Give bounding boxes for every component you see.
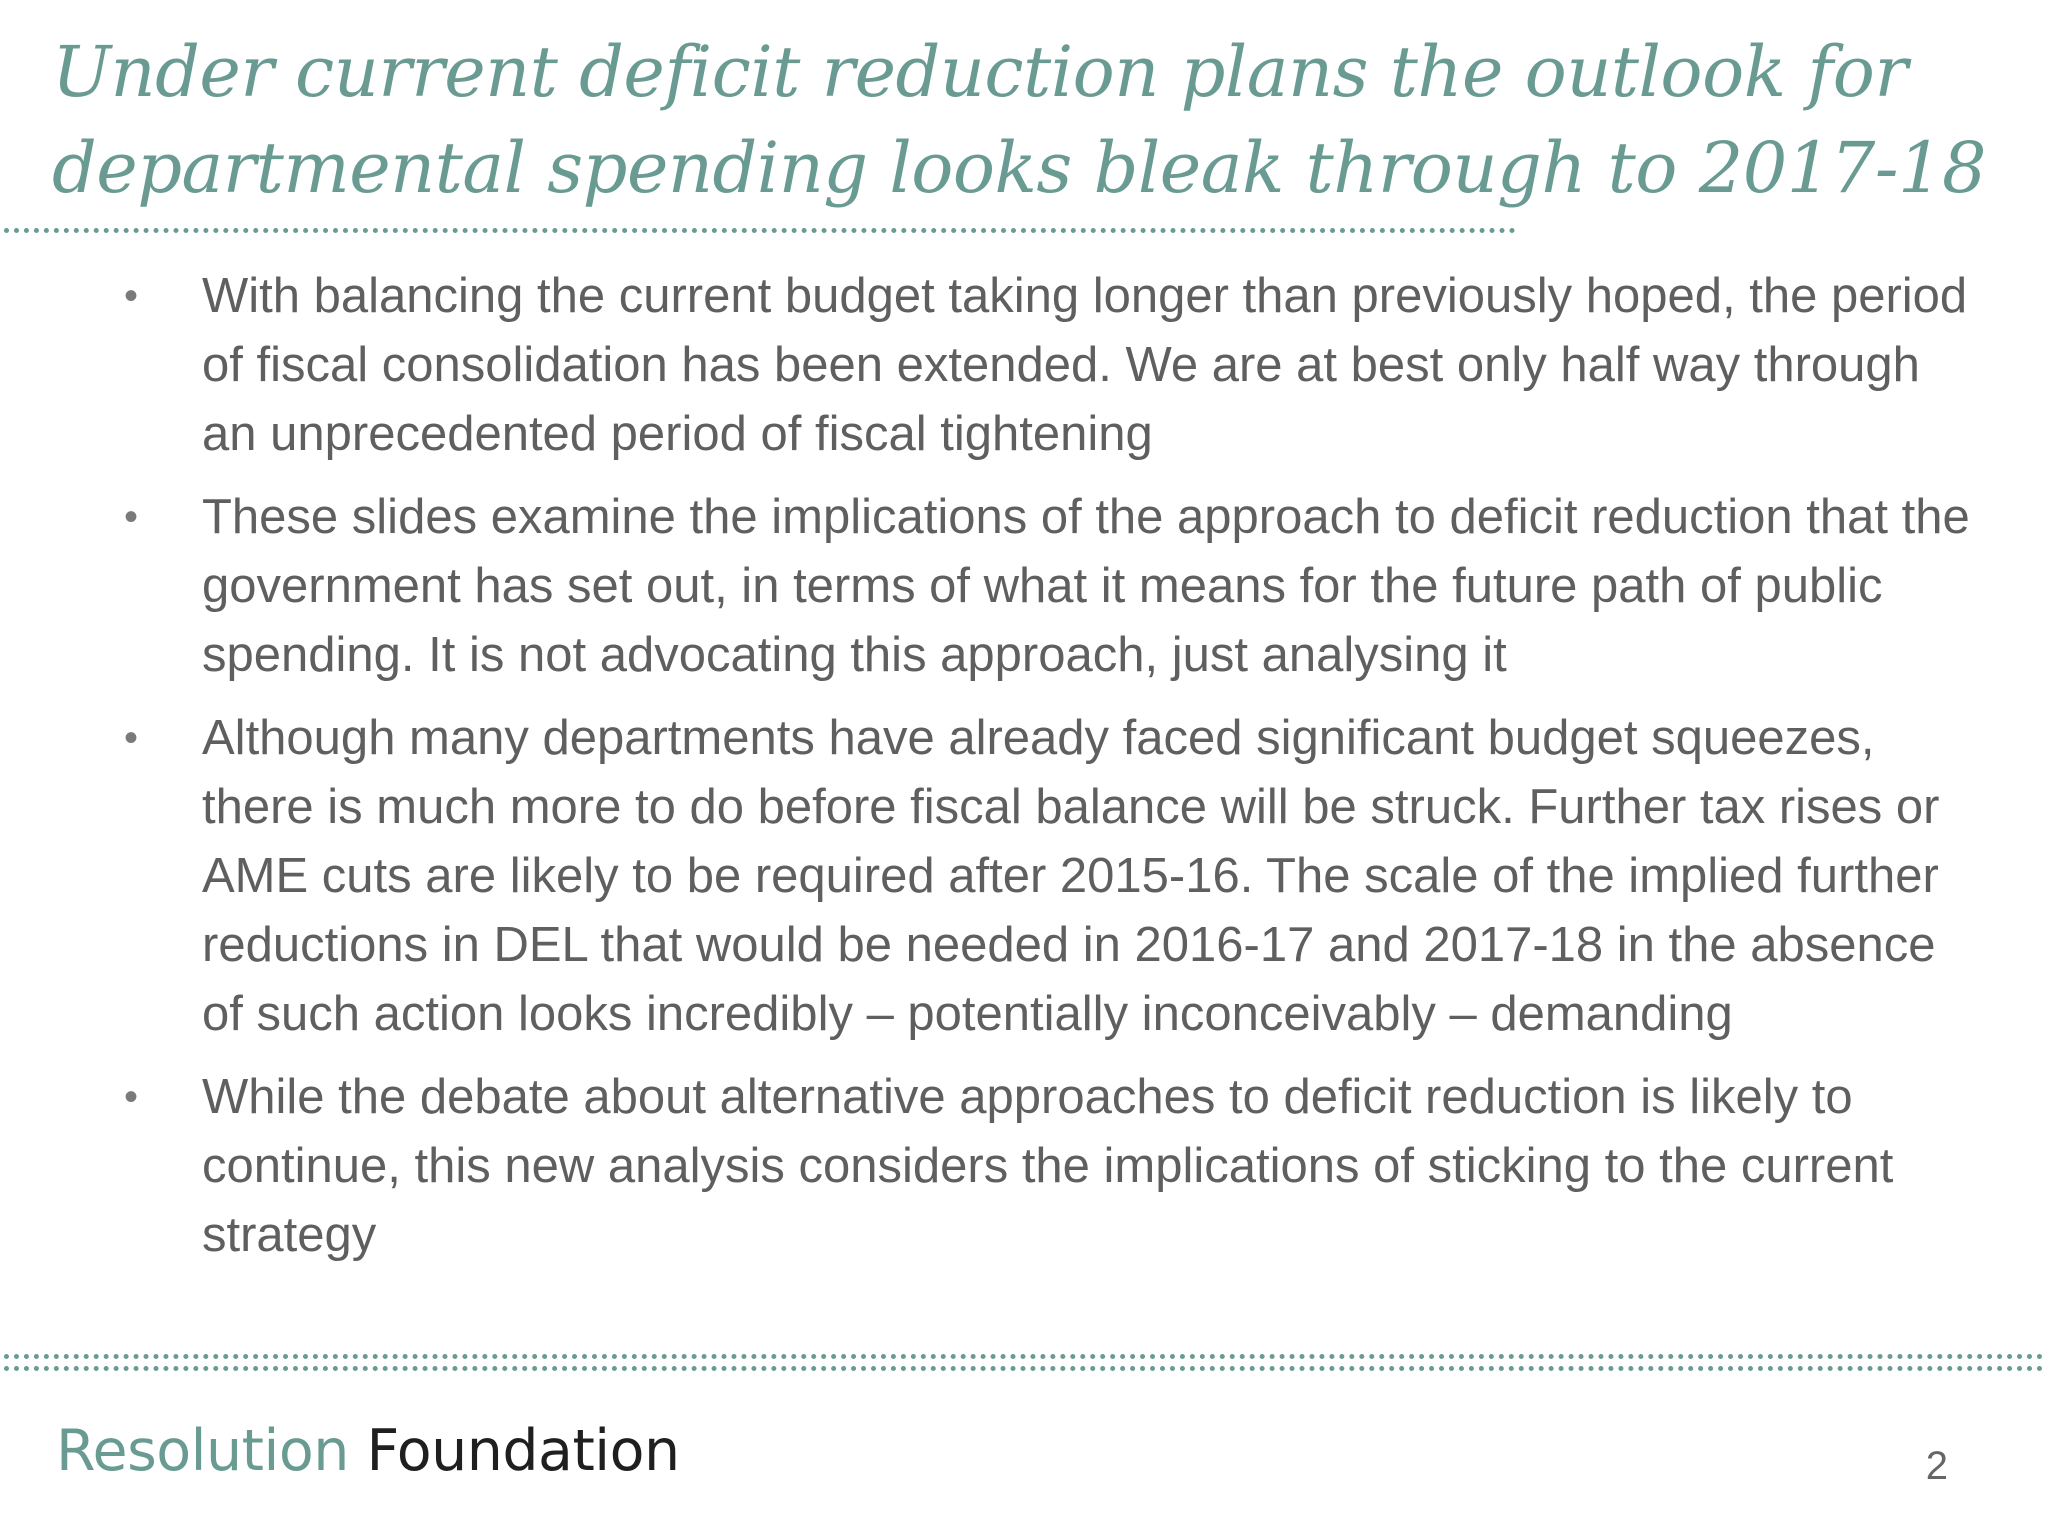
bullet-marker: •	[124, 716, 139, 760]
resolution-foundation-logo: Resolution Foundation	[56, 1416, 680, 1486]
footer-dotted-divider-2	[4, 1366, 2044, 1371]
bullet-text-3: Although many departments have already f…	[202, 711, 1940, 1041]
bullet-marker: •	[124, 274, 139, 318]
bullet-text-4: While the debate about alternative appro…	[202, 1070, 1894, 1262]
bullet-marker: •	[124, 1075, 139, 1119]
bullet-marker: •	[124, 495, 139, 539]
bullet-text-2: These slides examine the implications of…	[202, 490, 1970, 682]
bullet-list: • With balancing the current budget taki…	[120, 262, 1980, 1284]
logo-word-resolution: Resolution	[56, 1418, 349, 1484]
bullet-item-4: • While the debate about alternative app…	[120, 1063, 1980, 1270]
slide-title: Under current deficit reduction plans th…	[52, 24, 2012, 216]
bullet-item-3: • Although many departments have already…	[120, 704, 1980, 1049]
logo-word-foundation: Foundation	[366, 1418, 680, 1484]
slide-title-line-2: departmental spending looks bleak throug…	[52, 127, 1987, 209]
slide-title-line-1: Under current deficit reduction plans th…	[52, 31, 1908, 113]
title-dotted-divider	[4, 228, 1516, 233]
bullet-item-2: • These slides examine the implications …	[120, 483, 1980, 690]
page-number: 2	[1925, 1444, 1948, 1488]
bullet-item-1: • With balancing the current budget taki…	[120, 262, 1980, 469]
bullet-text-1: With balancing the current budget taking…	[202, 269, 1968, 461]
footer-dotted-divider-1	[4, 1354, 2044, 1359]
